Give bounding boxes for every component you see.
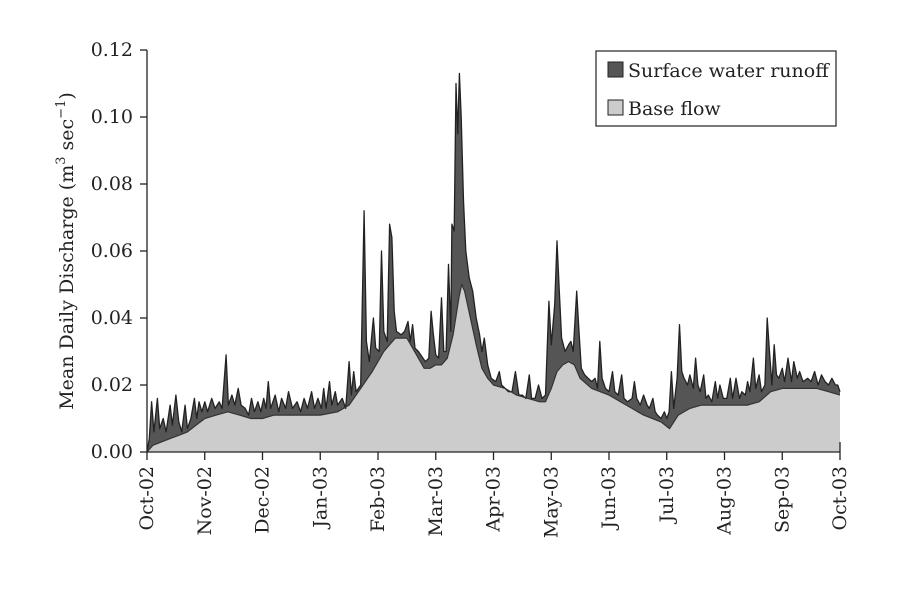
legend-swatch-surface	[607, 61, 624, 78]
axes: 0.00 0.02 0.04 0.06 0.08 0.10 0.12 Oct-02 Nov-02…	[91, 39, 851, 538]
y-axis-label: Mean Daily Discharge (m3 sec−1)	[54, 92, 78, 410]
y-tick-label: 0.00	[91, 441, 133, 463]
y-tick-label: 0.02	[91, 374, 133, 396]
legend-label-base: Base flow	[628, 98, 721, 120]
y-axis-label-sup1: 3	[54, 156, 69, 164]
y-axis-label-end: )	[56, 92, 78, 99]
legend-label-surface: Surface water runoff	[628, 60, 830, 82]
surface-runoff-line	[146, 72, 841, 453]
x-tick-label: Nov-02	[194, 466, 216, 535]
x-tick-label: Sep-03	[771, 466, 793, 533]
x-tick-label: Oct-02	[136, 466, 158, 530]
y-tick-label: 0.08	[91, 173, 133, 195]
legend-swatch-base	[607, 99, 624, 116]
x-tick-label: Aug-03	[714, 466, 736, 536]
x-tick-label: Dec-02	[252, 466, 274, 534]
legend: Surface water runoff Base flow	[595, 50, 837, 127]
y-tick-label: 0.06	[91, 240, 133, 262]
x-tick-label: Oct-03	[829, 466, 851, 530]
x-tick-label: Jun-03	[598, 466, 620, 531]
x-tick-label: Jan-03	[309, 466, 331, 530]
y-tick-label: 0.04	[91, 307, 133, 329]
base-flow-line	[146, 283, 841, 453]
x-tick-label: Mar-03	[425, 466, 447, 536]
y-tick-label: 0.10	[91, 106, 133, 128]
y-tick-label: 0.12	[91, 39, 133, 61]
x-tick-label: Apr-03	[483, 466, 505, 533]
y-axis-label-mid: sec	[56, 119, 78, 157]
x-tick-label: Jul-03	[656, 466, 678, 525]
y-axis-label-main: Mean Daily Discharge (m	[56, 165, 78, 410]
plot-area	[146, 72, 841, 453]
x-tick-label: May-03	[540, 466, 562, 538]
y-axis-label-sup2: −1	[54, 100, 69, 119]
legend-box	[595, 50, 837, 127]
x-tick-label: Feb-03	[367, 466, 389, 532]
base-flow-area	[147, 284, 840, 452]
